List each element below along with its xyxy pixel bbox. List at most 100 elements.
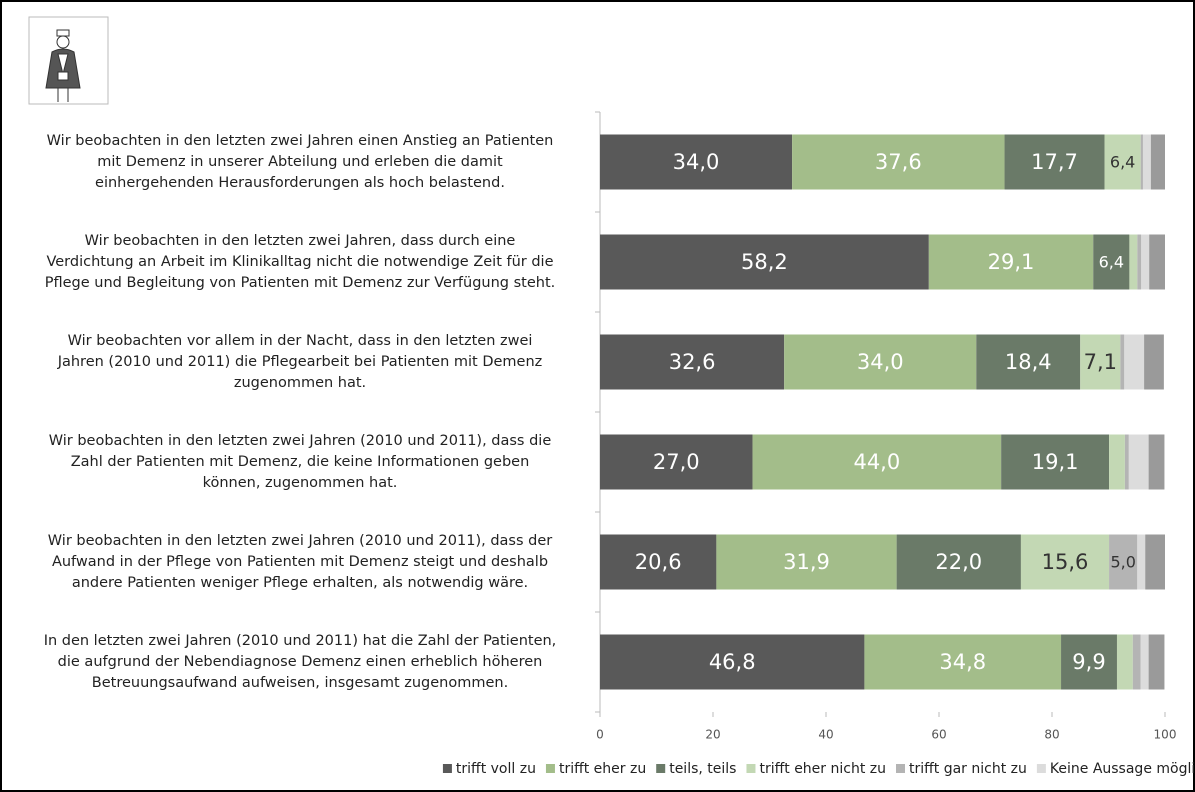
data-label: 34,0	[857, 350, 904, 374]
bar-segment	[792, 134, 1005, 190]
legend-label: Keine Aussage möglich	[1050, 761, 1195, 777]
category-label: die aufgrund der Nebendiagnose Demenz ei…	[58, 654, 543, 670]
category-label: In den letzten zwei Jahren (2010 und 201…	[44, 633, 557, 649]
category-label: mit Demenz in unserer Abteilung und erle…	[97, 154, 503, 170]
bar-segment	[1148, 434, 1165, 490]
bar-segment	[1137, 234, 1142, 290]
bar-segment	[752, 434, 1002, 490]
bar-segment	[1137, 534, 1146, 590]
category-label: Jahren (2010 und 2011) die Pflegearbeit …	[57, 354, 543, 370]
legend-label: trifft eher zu	[559, 761, 646, 777]
bar-segment	[1149, 234, 1165, 290]
category-label: Pflege und Begleitung von Patienten mit …	[45, 275, 556, 291]
bar-segment	[1120, 334, 1125, 390]
data-label: 46,8	[709, 650, 756, 674]
bar-segment	[600, 134, 793, 190]
data-label: 6,4	[1110, 153, 1135, 172]
category-label: einhergehenden Herausforderungen als hoc…	[95, 175, 505, 191]
category-label: Wir beobachten in den letzten zwei Jahre…	[48, 533, 552, 549]
bar-segment	[864, 634, 1062, 690]
data-label: 6,4	[1099, 253, 1124, 272]
nurse-icon	[28, 16, 109, 105]
data-label: 19,1	[1032, 450, 1079, 474]
legend-swatch	[442, 764, 452, 773]
category-label: Wir beobachten in den letzten zwei Jahre…	[85, 233, 516, 249]
bar-segment	[976, 334, 1081, 390]
category-label: andere Patienten weniger Pflege erhalten…	[72, 575, 528, 591]
data-label: 32,6	[669, 350, 716, 374]
bar-segment	[1020, 534, 1110, 590]
data-label: 22,0	[935, 550, 982, 574]
bar-segment	[1128, 434, 1149, 490]
data-label: 44,0	[853, 450, 900, 474]
bar-segment	[600, 434, 753, 490]
bar-segment	[1109, 534, 1138, 590]
legend-label: teils, teils	[669, 761, 736, 777]
data-label: 17,7	[1031, 150, 1078, 174]
x-tick-label: 100	[1154, 728, 1177, 742]
legend-label: trifft gar nicht zu	[909, 761, 1027, 777]
category-label: Wir beobachten vor allem in der Nacht, d…	[68, 333, 533, 349]
legend-swatch	[656, 764, 666, 773]
x-tick-label: 80	[1044, 728, 1059, 742]
data-label: 27,0	[653, 450, 700, 474]
bar-segment	[1004, 134, 1105, 190]
data-label: 58,2	[741, 250, 788, 274]
legend-swatch	[545, 764, 555, 773]
category-label: Verdichtung an Arbeit im Klinikalltag ni…	[46, 254, 553, 270]
category-label: Wir beobachten in den letzten zwei Jahre…	[47, 133, 554, 149]
bar-segment	[1093, 234, 1130, 290]
legend-swatch	[896, 764, 905, 773]
bar-segment	[1141, 234, 1150, 290]
bar-segment	[1001, 434, 1110, 490]
category-label: Betreuungsaufwand aufweisen, insgesamt z…	[92, 675, 508, 691]
data-label: 15,6	[1042, 550, 1089, 574]
data-label: 37,6	[875, 150, 922, 174]
legend-swatch	[746, 764, 756, 773]
bar-segment	[1132, 634, 1141, 690]
x-tick-label: 60	[931, 728, 946, 742]
legend-label: trifft eher nicht zu	[759, 761, 886, 777]
legend-label: trifft voll zu	[456, 761, 536, 777]
bar-segment	[1142, 134, 1151, 190]
bar-segment	[600, 234, 929, 290]
category-label: Wir beobachten in den letzten zwei Jahre…	[49, 433, 552, 449]
data-label: 18,4	[1005, 350, 1052, 374]
bar-segment	[600, 334, 785, 390]
data-label: 7,1	[1084, 350, 1117, 374]
data-label: 20,6	[635, 550, 682, 574]
bar-segment	[1144, 334, 1164, 390]
data-label: 34,8	[939, 650, 986, 674]
category-label: Aufwand in der Pflege von Patienten mit …	[52, 554, 548, 570]
x-tick-label: 20	[705, 728, 720, 742]
bar-segment	[1124, 334, 1145, 390]
bar-segment	[1148, 634, 1165, 690]
bar-segment	[1140, 134, 1143, 190]
category-label: Zahl der Patienten mit Demenz, die keine…	[71, 454, 530, 470]
bar-segment	[1140, 634, 1149, 690]
bar-segment	[896, 534, 1021, 590]
bar-segment	[928, 234, 1094, 290]
bar-segment	[1124, 434, 1129, 490]
bar-segment	[1116, 634, 1133, 690]
bar-segment	[1104, 134, 1141, 190]
data-label: 5,0	[1110, 553, 1135, 572]
bar-segment	[600, 534, 717, 590]
category-label: zugenommen hat.	[234, 375, 366, 391]
x-tick-label: 0	[596, 728, 604, 742]
bar-segment	[1109, 434, 1125, 490]
bar-segment	[1061, 634, 1117, 690]
data-label: 9,9	[1072, 650, 1105, 674]
bar-segment	[1150, 134, 1165, 190]
bar-segment	[1145, 534, 1165, 590]
bar-segment	[784, 334, 977, 390]
category-label: können, zugenommen hat.	[203, 475, 398, 491]
data-label: 29,1	[988, 250, 1035, 274]
data-label: 34,0	[673, 150, 720, 174]
bar-segment	[1129, 234, 1138, 290]
x-tick-label: 40	[818, 728, 833, 742]
bar-segment	[600, 634, 865, 690]
bar-segment	[716, 534, 897, 590]
data-label: 31,9	[783, 550, 830, 574]
